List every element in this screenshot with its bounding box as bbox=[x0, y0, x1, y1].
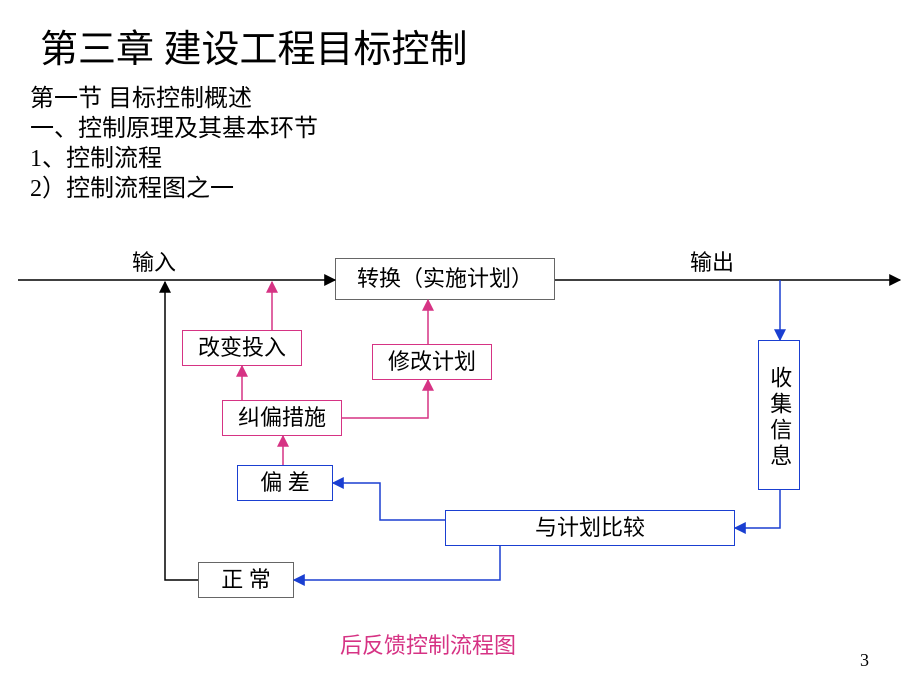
modify-plan-box: 修改计划 bbox=[372, 344, 492, 380]
correction-box: 纠偏措施 bbox=[222, 400, 342, 436]
subsection-3: 2）控制流程图之一 bbox=[30, 168, 234, 203]
diagram-caption: 后反馈控制流程图 bbox=[340, 628, 516, 660]
deviation-box: 偏 差 bbox=[237, 465, 333, 501]
change-input-box: 改变投入 bbox=[182, 330, 302, 366]
edge-normal-to-input bbox=[165, 282, 198, 580]
edge-compare-to-deviation bbox=[333, 483, 445, 520]
output-label: 输出 bbox=[690, 245, 734, 277]
collect-info-box: 收集信息 bbox=[758, 340, 800, 490]
chapter-title: 第三章 建设工程目标控制 bbox=[40, 18, 468, 73]
edge-collect-to-compare bbox=[735, 490, 780, 528]
page-number: 3 bbox=[860, 650, 869, 671]
input-label: 输入 bbox=[132, 245, 176, 277]
normal-box: 正 常 bbox=[198, 562, 294, 598]
edge-compare-to-normal bbox=[294, 546, 500, 580]
transform-box: 转换（实施计划） bbox=[335, 258, 555, 300]
edge-correction-to-modify bbox=[342, 380, 428, 418]
compare-box: 与计划比较 bbox=[445, 510, 735, 546]
